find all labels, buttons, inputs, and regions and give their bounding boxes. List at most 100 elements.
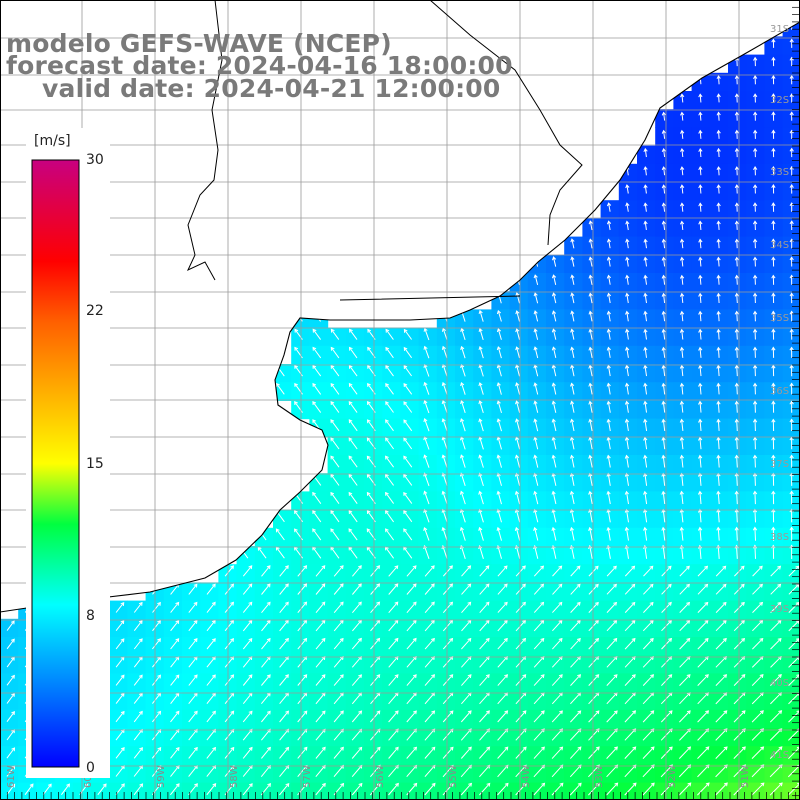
wind-arrow xyxy=(716,526,721,541)
wind-arrow xyxy=(752,418,758,432)
wind-arrow xyxy=(606,619,618,632)
wind-arrow xyxy=(115,674,125,686)
wind-arrow xyxy=(789,111,794,121)
wind-arrow xyxy=(716,454,721,468)
wind-arrow xyxy=(624,619,636,632)
wind-arrow xyxy=(789,38,794,48)
wind-arrow xyxy=(660,746,673,759)
wind-arrow xyxy=(424,674,436,686)
wind-arrow xyxy=(697,526,703,541)
wind-arrow xyxy=(625,310,630,322)
wind-arrow xyxy=(752,256,758,267)
wind-arrow xyxy=(79,783,89,796)
wind-arrow xyxy=(312,328,322,340)
wind-arrow xyxy=(570,310,575,322)
wind-arrow xyxy=(679,710,691,723)
wind-arrow xyxy=(752,565,763,577)
wind-arrow xyxy=(642,637,654,650)
wind-arrow xyxy=(406,710,417,723)
wind-arrow xyxy=(680,166,685,176)
wind-arrow xyxy=(716,75,721,85)
wind-arrow xyxy=(679,256,685,267)
wind-arrow xyxy=(661,256,666,267)
wind-arrow xyxy=(533,674,545,686)
wind-arrow xyxy=(624,490,629,505)
wind-arrow xyxy=(789,147,794,158)
wind-arrow xyxy=(751,746,765,759)
wind-arrow xyxy=(661,147,666,158)
wind-arrow xyxy=(734,472,739,486)
wind-arrow xyxy=(403,419,413,432)
wind-arrow xyxy=(348,510,358,523)
coastline-path xyxy=(0,0,800,613)
wind-arrow xyxy=(643,256,648,267)
wind-arrow xyxy=(788,583,800,595)
wind-arrow xyxy=(698,454,703,468)
wind-arrow xyxy=(133,692,143,704)
wind-arrow xyxy=(752,583,763,595)
wind-arrow xyxy=(625,220,630,231)
wind-arrow xyxy=(333,583,344,595)
wind-arrow xyxy=(643,310,648,322)
wind-arrow xyxy=(312,401,322,413)
colorbar-tick-15: 15 xyxy=(86,456,104,472)
wind-arrow xyxy=(789,165,794,176)
wind-arrow xyxy=(514,526,521,541)
wind-arrow xyxy=(661,238,666,249)
wind-arrow xyxy=(789,490,794,505)
land-area xyxy=(0,0,800,612)
wind-arrow xyxy=(551,400,557,413)
wind-arrow xyxy=(403,510,413,523)
wind-arrow xyxy=(734,238,740,249)
wind-arrow xyxy=(789,183,794,194)
wind-arrow xyxy=(330,382,340,395)
colorbar-tick-30: 30 xyxy=(86,152,104,168)
wind-arrow xyxy=(661,310,666,322)
wind-arrow xyxy=(679,601,691,613)
wind-arrow xyxy=(461,583,472,595)
wind-arrow xyxy=(479,746,491,759)
wind-arrow xyxy=(751,764,765,778)
wind-arrow xyxy=(533,710,545,723)
wind-arrow xyxy=(423,472,430,487)
wind-arrow xyxy=(570,601,581,613)
wind-arrow xyxy=(6,674,15,686)
wind-arrow xyxy=(588,436,593,450)
wind-arrow xyxy=(570,565,581,577)
wind-arrow xyxy=(351,637,362,650)
wind-arrow xyxy=(115,747,125,759)
wind-arrow xyxy=(442,746,454,759)
wind-arrow xyxy=(715,710,728,723)
wind-arrow xyxy=(752,184,758,194)
wind-arrow xyxy=(533,310,539,322)
longitude-label: 59W xyxy=(156,765,167,788)
wind-arrow xyxy=(206,583,216,595)
wind-arrow xyxy=(642,728,655,741)
wind-arrow xyxy=(406,674,417,686)
wind-arrow xyxy=(588,220,593,231)
wind-arrow xyxy=(624,382,630,395)
wind-arrow xyxy=(679,400,684,413)
wind-arrow xyxy=(770,674,782,686)
wind-arrow xyxy=(788,601,800,613)
wind-arrow xyxy=(733,764,747,778)
wind-arrow xyxy=(771,129,776,139)
wind-arrow xyxy=(533,526,539,541)
wind-arrow xyxy=(552,565,563,577)
latitude-label: 38S xyxy=(770,532,789,543)
wind-arrow xyxy=(679,674,691,686)
wind-arrow xyxy=(496,346,502,359)
latitude-labels: 31S 32S 33S 34S 35S 36S 37S 38S 39S 40S 41S xyxy=(770,24,789,761)
wind-arrow xyxy=(297,637,308,650)
wind-arrow xyxy=(643,220,648,230)
wind-arrow xyxy=(385,455,395,468)
wind-arrow xyxy=(698,436,703,450)
wind-arrow xyxy=(697,764,710,778)
wind-arrow xyxy=(348,437,358,450)
wind-arrow xyxy=(348,419,358,432)
wind-arrow xyxy=(242,783,253,796)
wind-arrow xyxy=(734,220,740,230)
wind-arrow xyxy=(279,565,289,577)
wind-arrow xyxy=(24,783,34,795)
wind-arrow xyxy=(771,400,776,413)
